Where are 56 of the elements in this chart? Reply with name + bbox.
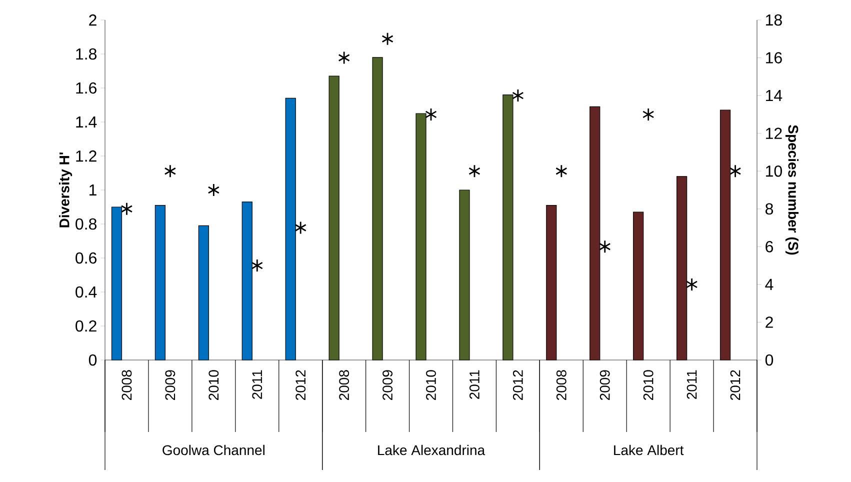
y2-tick-label: 10: [766, 165, 782, 177]
x-tick-label: 2010: [208, 370, 219, 400]
x-tick-label: 2011: [686, 370, 697, 399]
y2-tick-label: 6: [766, 241, 773, 252]
y2-tick-label: 14: [766, 90, 782, 102]
x-tick-label: 2008: [556, 370, 566, 400]
point: [294, 221, 307, 234]
x-tick-label: 2009: [382, 370, 392, 400]
point: [208, 183, 220, 197]
x-tick-label: 2011: [470, 370, 480, 399]
point: [598, 240, 611, 254]
point: [425, 108, 437, 122]
point: [686, 278, 698, 292]
x-tick-label: 2008: [122, 370, 132, 400]
y2-axis-title: Species number (S): [785, 125, 799, 255]
y-tick-label: 1.8: [76, 48, 97, 60]
point: [468, 164, 480, 178]
y-axis-title: Diversity H': [59, 152, 72, 228]
point: [164, 164, 176, 178]
y2-tick-label: 18: [766, 14, 782, 26]
y-tick-label: 0.6: [76, 252, 96, 264]
y-tick-label: 1.6: [76, 82, 96, 94]
point: [251, 258, 264, 272]
x-tick-label: 2012: [296, 370, 306, 400]
text: Lake Alexandrina: [378, 444, 486, 456]
y2-tick-label: 12: [766, 128, 782, 139]
x-tick-label: 2012: [512, 370, 523, 400]
x-tick-label: 2009: [600, 370, 610, 400]
x-tick-label: 2010: [426, 370, 436, 400]
point: [556, 164, 568, 178]
text: Lake Albert: [614, 444, 684, 456]
y2-tick-label: 16: [766, 52, 782, 64]
x-tick-label: 2008: [339, 370, 350, 400]
y2-tick-label: 8: [766, 203, 774, 215]
point: [642, 108, 654, 122]
x-tick-label: 2010: [643, 370, 654, 400]
y-tick-label: 1.2: [76, 150, 96, 162]
x-tick-label: 2009: [165, 370, 176, 400]
x-tick-label: 2011: [252, 370, 262, 399]
y-tick-label: 0.4: [76, 286, 97, 298]
y2-tick-label: 2: [766, 316, 773, 328]
y-tick-label: 0.8: [76, 218, 97, 230]
point: [512, 88, 524, 102]
text: Goolwa Channel: [162, 444, 264, 456]
y-tick-label: 1.4: [76, 116, 97, 128]
point: [729, 164, 742, 178]
point: [120, 202, 133, 216]
y-tick-label: 1: [90, 184, 96, 196]
y-tick-label: 0.2: [76, 320, 96, 332]
x-tick-label: 2012: [730, 370, 740, 400]
y2-tick-label: 4: [765, 278, 774, 290]
y2-tick-label: 0: [765, 354, 774, 366]
y-tick-label: 2: [89, 14, 96, 26]
y-tick-label: 0: [88, 354, 97, 366]
point: [338, 51, 350, 64]
point: [382, 32, 394, 46]
